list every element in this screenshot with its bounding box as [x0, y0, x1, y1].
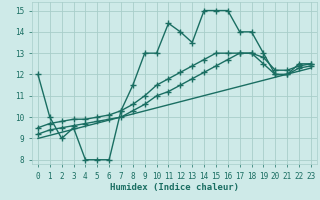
X-axis label: Humidex (Indice chaleur): Humidex (Indice chaleur) — [110, 183, 239, 192]
